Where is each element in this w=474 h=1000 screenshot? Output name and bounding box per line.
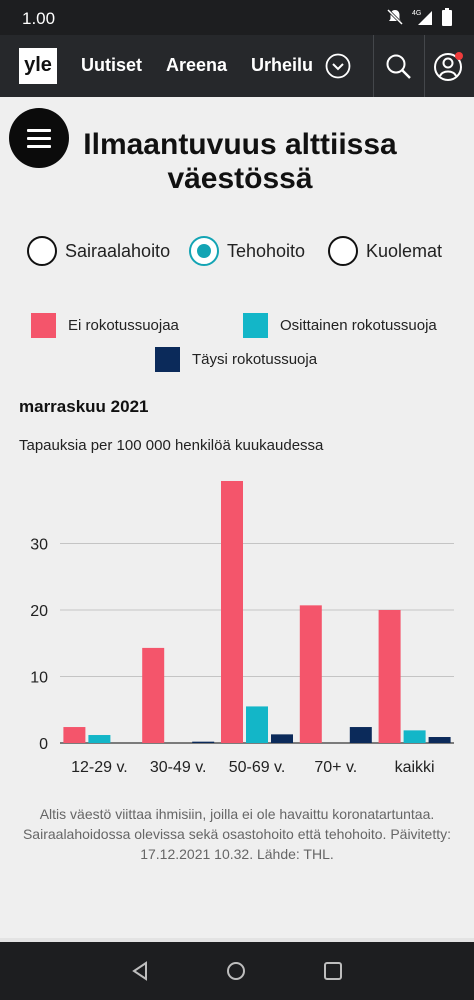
option-kuolemat[interactable]: Kuolemat [328, 236, 442, 266]
yle-logo[interactable]: yle [19, 48, 57, 84]
user-account-icon[interactable] [433, 51, 467, 83]
legend-item-taysi-rokotussuoja: Täysi rokotussuoja [155, 347, 317, 372]
signal-4g-icon: 4G [412, 10, 432, 25]
status-bar: 1.00 4G [0, 0, 474, 35]
radio-selected-icon[interactable] [189, 236, 219, 266]
y-tick-label: 30 [30, 537, 48, 554]
radio-icon[interactable] [27, 236, 57, 266]
legend-label: Täysi rokotussuoja [192, 351, 318, 368]
bar [88, 735, 111, 743]
chevron-down-icon[interactable] [325, 53, 351, 79]
legend-label: Ei rokotussuojaa [68, 317, 179, 334]
x-tick-label: 12-29 v. [71, 759, 128, 776]
option-tehohoito[interactable]: Tehohoito [189, 236, 305, 266]
x-tick-label: 70+ v. [314, 759, 357, 776]
option-label: Kuolemat [366, 240, 443, 261]
bar [378, 610, 401, 743]
bar [349, 727, 372, 743]
status-time: 1.00 [22, 9, 56, 28]
chart-title: marraskuu 2021 [19, 397, 149, 416]
page-bottom-strip [0, 938, 474, 942]
bar [63, 727, 86, 743]
system-navigation-bar [0, 942, 474, 1000]
y-tick-label: 20 [30, 603, 48, 620]
nav-link-uutiset[interactable]: Uutiset [81, 55, 143, 75]
battery-icon [442, 8, 452, 26]
chart-footnote: Altis väestö viittaa ihmisiin, joilla ei… [22, 806, 452, 862]
notifications-off-icon [386, 8, 404, 26]
legend-swatch [155, 347, 180, 372]
back-icon[interactable] [130, 961, 150, 981]
svg-text:4G: 4G [412, 10, 421, 17]
x-tick-label: 50-69 v. [229, 759, 286, 776]
recents-icon[interactable] [323, 961, 343, 981]
nav-divider [424, 35, 425, 97]
legend-swatch [31, 313, 56, 338]
bar [221, 480, 243, 743]
home-icon[interactable] [226, 961, 246, 981]
option-label: Sairaalahoito [65, 240, 171, 261]
bar [271, 734, 293, 743]
legend-item-ei-rokotussuojaa: Ei rokotussuojaa [31, 313, 179, 338]
y-tick-label: 10 [30, 670, 48, 687]
legend-swatch [243, 313, 268, 338]
bar [403, 730, 426, 743]
y-tick-label: 0 [39, 736, 48, 753]
bar [428, 737, 451, 743]
search-icon[interactable] [385, 53, 413, 81]
option-label: Tehohoito [227, 240, 306, 261]
bar [192, 741, 215, 743]
chart-y-axis-label: Tapauksia per 100 000 henkilöä kuukaudes… [19, 437, 324, 454]
x-tick-label: kaikki [395, 759, 435, 776]
bar [246, 706, 268, 743]
nav-link-areena[interactable]: Areena [166, 55, 228, 75]
menu-button[interactable] [9, 108, 69, 168]
nav-divider [373, 35, 374, 97]
bar [142, 647, 165, 743]
nav-link-urheilu[interactable]: Urheilu [251, 55, 314, 75]
x-tick-label: 30-49 v. [150, 759, 207, 776]
legend-label: Osittainen rokotussuoja [280, 317, 437, 334]
page-title: Ilmaantuvuus alttiissa väestössä [83, 128, 397, 195]
radio-icon[interactable] [328, 236, 358, 266]
bar-chart: 0 10 20 30 12-29 v. 30-49 v. 50-69 v. 70+ v. kai… [30, 480, 454, 776]
top-navbar: yle Uutiset Areena Urheilu [0, 35, 474, 97]
option-sairaalahoito[interactable]: Sairaalahoito [27, 236, 170, 266]
bar [299, 605, 322, 743]
legend-item-osittainen-rokotussuoja: Osittainen rokotussuoja [243, 313, 437, 338]
